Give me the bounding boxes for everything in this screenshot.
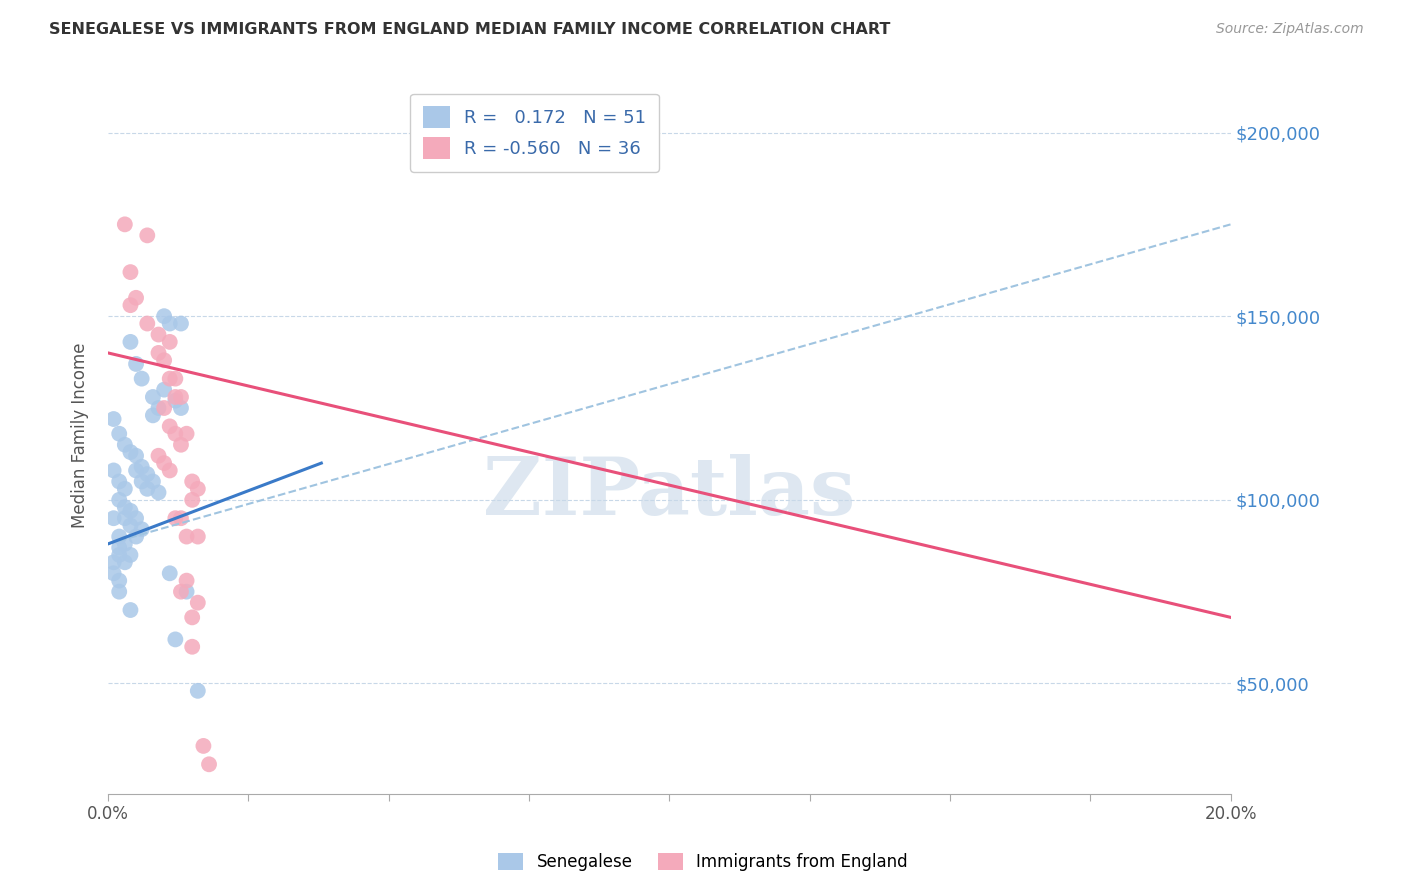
Point xyxy=(181,640,204,654)
Point xyxy=(108,584,131,599)
Point xyxy=(108,574,131,588)
Point xyxy=(170,584,193,599)
Point xyxy=(108,475,131,489)
Point xyxy=(159,566,181,581)
Point xyxy=(131,522,153,536)
Point xyxy=(170,390,193,404)
Point xyxy=(136,228,159,243)
Point xyxy=(170,511,193,525)
Point xyxy=(125,511,148,525)
Point xyxy=(120,334,142,349)
Point xyxy=(170,317,193,331)
Point xyxy=(125,463,148,477)
Point xyxy=(148,327,170,342)
Point xyxy=(159,317,181,331)
Point xyxy=(181,492,204,507)
Point xyxy=(114,555,136,569)
Point xyxy=(148,485,170,500)
Point xyxy=(131,475,153,489)
Point xyxy=(108,530,131,544)
Legend: R =   0.172   N = 51, R = -0.560   N = 36: R = 0.172 N = 51, R = -0.560 N = 36 xyxy=(411,94,659,172)
Point xyxy=(153,353,176,368)
Point xyxy=(153,401,176,415)
Legend: Senegalese, Immigrants from England: Senegalese, Immigrants from England xyxy=(491,845,915,880)
Point xyxy=(131,371,153,385)
Point xyxy=(165,426,187,441)
Point xyxy=(153,383,176,397)
Point xyxy=(108,548,131,562)
Point xyxy=(165,390,187,404)
Point xyxy=(159,463,181,477)
Point xyxy=(153,456,176,470)
Point xyxy=(125,357,148,371)
Point xyxy=(114,218,136,232)
Point xyxy=(170,438,193,452)
Point xyxy=(142,390,165,404)
Point xyxy=(165,632,187,647)
Point xyxy=(125,530,148,544)
Point xyxy=(181,475,204,489)
Point xyxy=(108,541,131,555)
Point xyxy=(103,412,125,426)
Point xyxy=(136,482,159,496)
Point xyxy=(148,346,170,360)
Point xyxy=(108,426,131,441)
Point xyxy=(181,610,204,624)
Point xyxy=(103,463,125,477)
Point xyxy=(120,298,142,312)
Point xyxy=(187,683,209,698)
Point xyxy=(159,371,181,385)
Point xyxy=(125,449,148,463)
Point xyxy=(114,500,136,515)
Point xyxy=(131,459,153,474)
Text: ZIPatlas: ZIPatlas xyxy=(484,454,855,532)
Y-axis label: Median Family Income: Median Family Income xyxy=(72,343,89,528)
Point xyxy=(176,574,198,588)
Point xyxy=(159,419,181,434)
Text: Source: ZipAtlas.com: Source: ZipAtlas.com xyxy=(1216,22,1364,37)
Point xyxy=(103,566,125,581)
Point xyxy=(187,530,209,544)
Point xyxy=(120,518,142,533)
Point xyxy=(165,393,187,408)
Point xyxy=(198,757,221,772)
Point xyxy=(142,475,165,489)
Point xyxy=(148,449,170,463)
Point xyxy=(114,511,136,525)
Text: SENEGALESE VS IMMIGRANTS FROM ENGLAND MEDIAN FAMILY INCOME CORRELATION CHART: SENEGALESE VS IMMIGRANTS FROM ENGLAND ME… xyxy=(49,22,890,37)
Point xyxy=(125,291,148,305)
Point xyxy=(120,504,142,518)
Point xyxy=(114,482,136,496)
Point xyxy=(148,401,170,415)
Point xyxy=(108,492,131,507)
Point xyxy=(176,530,198,544)
Point xyxy=(170,401,193,415)
Point xyxy=(193,739,215,753)
Point xyxy=(120,265,142,279)
Point xyxy=(153,309,176,323)
Point xyxy=(103,511,125,525)
Point xyxy=(176,426,198,441)
Point xyxy=(120,445,142,459)
Point xyxy=(136,317,159,331)
Point xyxy=(114,537,136,551)
Point xyxy=(187,482,209,496)
Point xyxy=(165,511,187,525)
Point xyxy=(187,596,209,610)
Point xyxy=(176,584,198,599)
Point xyxy=(165,371,187,385)
Point xyxy=(114,438,136,452)
Point xyxy=(120,603,142,617)
Point xyxy=(120,548,142,562)
Point xyxy=(159,334,181,349)
Point xyxy=(136,467,159,482)
Point xyxy=(142,409,165,423)
Point xyxy=(103,555,125,569)
